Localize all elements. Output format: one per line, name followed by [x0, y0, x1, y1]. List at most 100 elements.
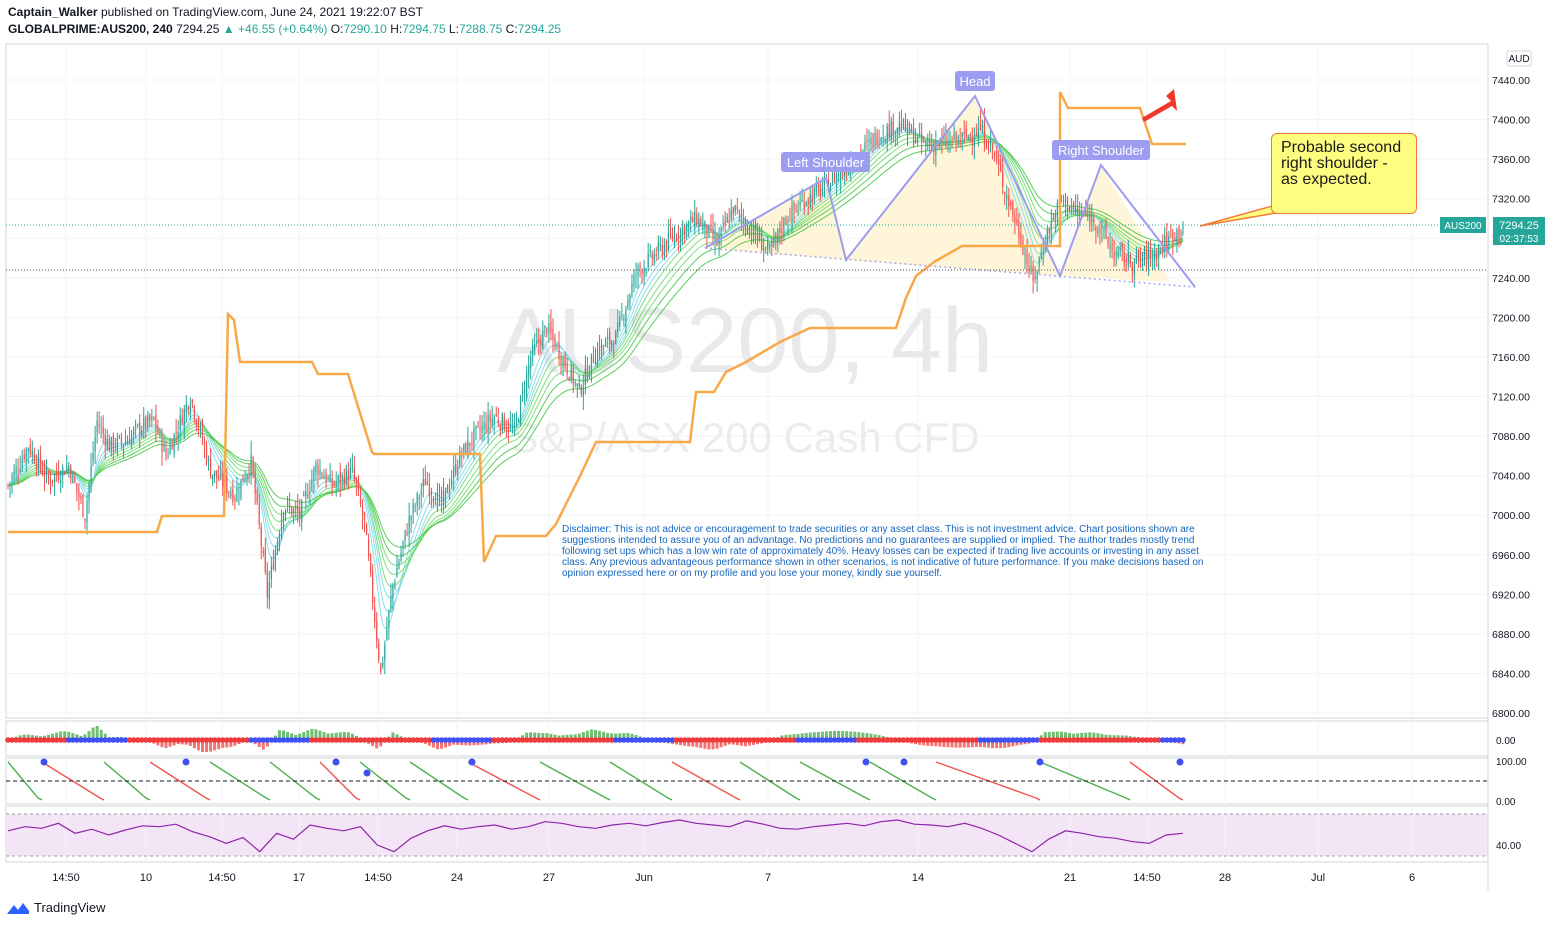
squeeze-dot — [1131, 737, 1138, 743]
candle-body — [981, 125, 984, 133]
squeeze-dot — [479, 737, 485, 743]
footer[interactable]: TradingView — [6, 900, 106, 915]
squeeze-dot — [414, 737, 421, 743]
candle-body — [266, 569, 268, 598]
candle-body — [497, 419, 499, 424]
head-and-shoulders-outline[interactable] — [704, 94, 1196, 288]
candle-body — [1119, 248, 1121, 250]
candle-body — [943, 136, 945, 139]
squeeze-dot — [491, 737, 498, 743]
candle-body — [1162, 246, 1164, 251]
candle-body — [141, 430, 143, 436]
candle-body — [1166, 232, 1168, 249]
candle-body — [540, 339, 542, 346]
candle-body — [118, 435, 121, 437]
candle-body — [781, 229, 783, 234]
squeeze-dot — [791, 737, 797, 743]
candle-body — [72, 472, 74, 484]
candle-body — [501, 413, 503, 432]
squeeze-dot — [110, 737, 117, 743]
candle-body — [661, 244, 663, 254]
squeeze-dot — [933, 737, 939, 743]
head-label[interactable]: Head — [955, 71, 995, 91]
squeeze-dot — [884, 737, 891, 743]
candle-body — [475, 425, 477, 429]
footer-brand: TradingView — [34, 900, 106, 915]
candle-body — [13, 470, 15, 481]
candle-body — [761, 238, 763, 251]
squeeze-dot — [1159, 737, 1166, 743]
candle-body — [1099, 230, 1101, 232]
time-tick-label: 14:50 — [1133, 872, 1161, 884]
candle-body — [98, 424, 100, 427]
candle-body — [319, 469, 321, 475]
stochastic-line — [739, 761, 801, 801]
momentum-bar — [1055, 731, 1059, 740]
squeeze-dot — [1014, 737, 1020, 743]
candle-body — [195, 420, 198, 426]
left-shoulder-label[interactable]: Left Shoulder — [781, 152, 870, 172]
squeeze-dot — [1087, 737, 1093, 743]
squeeze-dot — [386, 737, 392, 743]
candle-body — [100, 426, 102, 428]
squeeze-dot — [535, 737, 542, 743]
candle-body — [220, 472, 222, 478]
candle-body — [896, 127, 898, 134]
candle-body — [122, 444, 125, 448]
squeeze-dot — [685, 737, 692, 743]
candle-body — [367, 539, 370, 557]
candle-body — [821, 188, 824, 193]
momentum-bar — [103, 733, 107, 740]
candle-body — [1105, 224, 1107, 239]
squeeze-dot — [394, 737, 400, 743]
squeeze-dot — [5, 737, 11, 743]
squeeze-dot — [1005, 737, 1012, 743]
time-axis[interactable]: 14:50 10 14:50 17 14:50 24 27 Jun 7 14 21 14:50 28 Ju… — [52, 872, 1415, 884]
squeeze-dot — [742, 737, 749, 743]
squeeze-dot — [215, 737, 222, 743]
candle-body — [629, 295, 631, 304]
candle-body — [752, 225, 755, 241]
candle-body — [989, 140, 992, 145]
candle-body — [238, 493, 240, 495]
candle-body — [1180, 231, 1182, 233]
author-name[interactable]: Captain_Walker — [8, 5, 98, 19]
currency-badge[interactable] — [1506, 50, 1532, 67]
main-pane[interactable] — [5, 43, 1489, 719]
stochastic-pane[interactable] — [5, 757, 1489, 805]
squeeze-dot — [191, 737, 198, 743]
candle-body — [45, 469, 48, 475]
momentum-bar — [598, 730, 602, 740]
squeeze-dot — [195, 737, 202, 743]
candle-body — [56, 470, 58, 476]
ma-ribbon-line — [7, 138, 1184, 557]
momentum-bar — [723, 740, 727, 746]
candle-body — [884, 139, 886, 143]
candle-body — [151, 416, 153, 420]
right-shoulder-label[interactable]: Right Shoulder — [1052, 140, 1150, 160]
red-arrow-icon[interactable] — [1142, 89, 1177, 122]
candle-body — [594, 360, 597, 366]
squeeze-dot — [625, 737, 631, 743]
candle-body — [252, 457, 254, 474]
callout-note[interactable]: Probable second right shoulder - as expe… — [1271, 133, 1417, 214]
price-axis[interactable]: 7440.007400.007360.007320.007280.007240.… — [1492, 75, 1530, 720]
candle-body — [447, 485, 449, 494]
momentum-bar — [529, 732, 533, 740]
squeeze-dot — [475, 737, 481, 743]
candle-body — [987, 148, 990, 150]
symbol-interval[interactable]: GLOBALPRIME:AUS200, 240 — [8, 22, 173, 36]
squeeze-dot — [9, 737, 15, 743]
candle-body — [641, 270, 643, 275]
squeeze-dot — [633, 737, 639, 743]
candle-body — [588, 374, 591, 378]
candle-body — [507, 426, 509, 432]
squeeze-dot — [896, 737, 903, 743]
candle-body — [132, 429, 135, 435]
candle-body — [738, 210, 740, 212]
momentum-bar — [1076, 733, 1080, 740]
candle-body — [536, 340, 538, 344]
candle-body — [438, 493, 441, 495]
candle-body — [892, 121, 894, 137]
